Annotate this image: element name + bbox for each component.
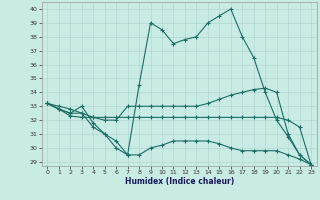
X-axis label: Humidex (Indice chaleur): Humidex (Indice chaleur) bbox=[124, 177, 234, 186]
